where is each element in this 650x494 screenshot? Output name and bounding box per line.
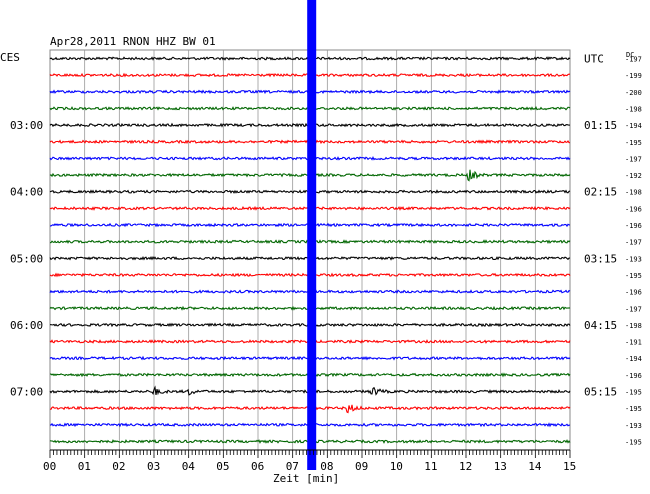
dc-offset-values: -197 -199 -200 -198 -194 -195 -197 -192 -198 -196… bbox=[625, 56, 642, 447]
left-hour-label: 03:00 bbox=[10, 119, 43, 132]
time-marker-bar bbox=[307, 0, 317, 470]
x-axis-label: Zeit [min] bbox=[273, 472, 339, 485]
dc-offset-value: -196 bbox=[625, 205, 642, 213]
dc-offset-value: -194 bbox=[625, 122, 642, 130]
left-hour-label: 05:00 bbox=[10, 252, 43, 265]
left-timezone-label: CES bbox=[0, 51, 20, 64]
dc-label: DC bbox=[626, 51, 634, 59]
dc-offset-value: -196 bbox=[625, 372, 642, 380]
x-tick-label: 15 bbox=[563, 460, 576, 473]
dc-offset-value: -193 bbox=[625, 422, 642, 430]
left-hour-label: 07:00 bbox=[10, 386, 43, 399]
dc-offset-value: -193 bbox=[625, 255, 642, 263]
dc-offset-value: -195 bbox=[625, 438, 642, 446]
x-tick-label: 13 bbox=[494, 460, 507, 473]
dc-offset-value: -195 bbox=[625, 272, 642, 280]
right-hour-label: 03:15 bbox=[584, 252, 617, 265]
left-hour-label: 04:00 bbox=[10, 186, 43, 199]
dc-offset-value: -195 bbox=[625, 389, 642, 397]
right-hour-label: 01:15 bbox=[584, 119, 617, 132]
dc-offset-value: -196 bbox=[625, 289, 642, 297]
x-tick-label: 01 bbox=[78, 460, 91, 473]
dc-offset-value: -196 bbox=[625, 222, 642, 230]
x-tick-label: 04 bbox=[182, 460, 196, 473]
right-hour-label: 04:15 bbox=[584, 319, 617, 332]
left-hour-labels: 03:00 04:00 05:00 06:00 07:00 bbox=[10, 119, 43, 398]
dc-offset-value: -198 bbox=[625, 189, 642, 197]
right-hour-label: UTC bbox=[584, 53, 604, 66]
x-axis: 00 01 02 03 04 05 06 07 08 09 10 11 12 13 14 15 bbox=[43, 449, 576, 473]
x-tick-label: 00 bbox=[43, 460, 56, 473]
dc-offset-value: -200 bbox=[625, 89, 642, 97]
dc-offset-value: -197 bbox=[625, 305, 642, 313]
x-tick-label: 07 bbox=[286, 460, 299, 473]
x-tick-label: 14 bbox=[528, 460, 542, 473]
dc-offset-value: -199 bbox=[625, 72, 642, 80]
dc-offset-value: -192 bbox=[625, 172, 642, 180]
dc-offset-value: -198 bbox=[625, 322, 642, 330]
left-hour-label: 06:00 bbox=[10, 319, 43, 332]
x-tick-label: 12 bbox=[459, 460, 472, 473]
x-tick-label: 03 bbox=[147, 460, 160, 473]
dc-offset-value: -197 bbox=[625, 56, 642, 64]
x-tick-label: 11 bbox=[424, 460, 437, 473]
dc-offset-value: -197 bbox=[625, 155, 642, 163]
right-hour-label: 05:15 bbox=[584, 386, 617, 399]
dc-offset-value: -194 bbox=[625, 355, 642, 363]
x-tick-label: 05 bbox=[216, 460, 229, 473]
dc-offset-value: -198 bbox=[625, 105, 642, 113]
x-tick-label: 02 bbox=[112, 460, 125, 473]
dc-offset-value: -195 bbox=[625, 139, 642, 147]
dc-offset-value: -197 bbox=[625, 239, 642, 247]
x-tick-label: 09 bbox=[355, 460, 368, 473]
right-hour-label: 02:15 bbox=[584, 186, 617, 199]
x-tick-label: 10 bbox=[390, 460, 403, 473]
x-tick-label: 08 bbox=[320, 460, 333, 473]
right-hour-labels: UTC 01:15 02:15 03:15 04:15 05:15 bbox=[584, 53, 617, 399]
chart-title: Apr28,2011 RNON HHZ BW 01 bbox=[50, 35, 216, 48]
dc-offset-value: -191 bbox=[625, 339, 642, 347]
dc-offset-value: -195 bbox=[625, 405, 642, 413]
x-tick-label: 06 bbox=[251, 460, 264, 473]
